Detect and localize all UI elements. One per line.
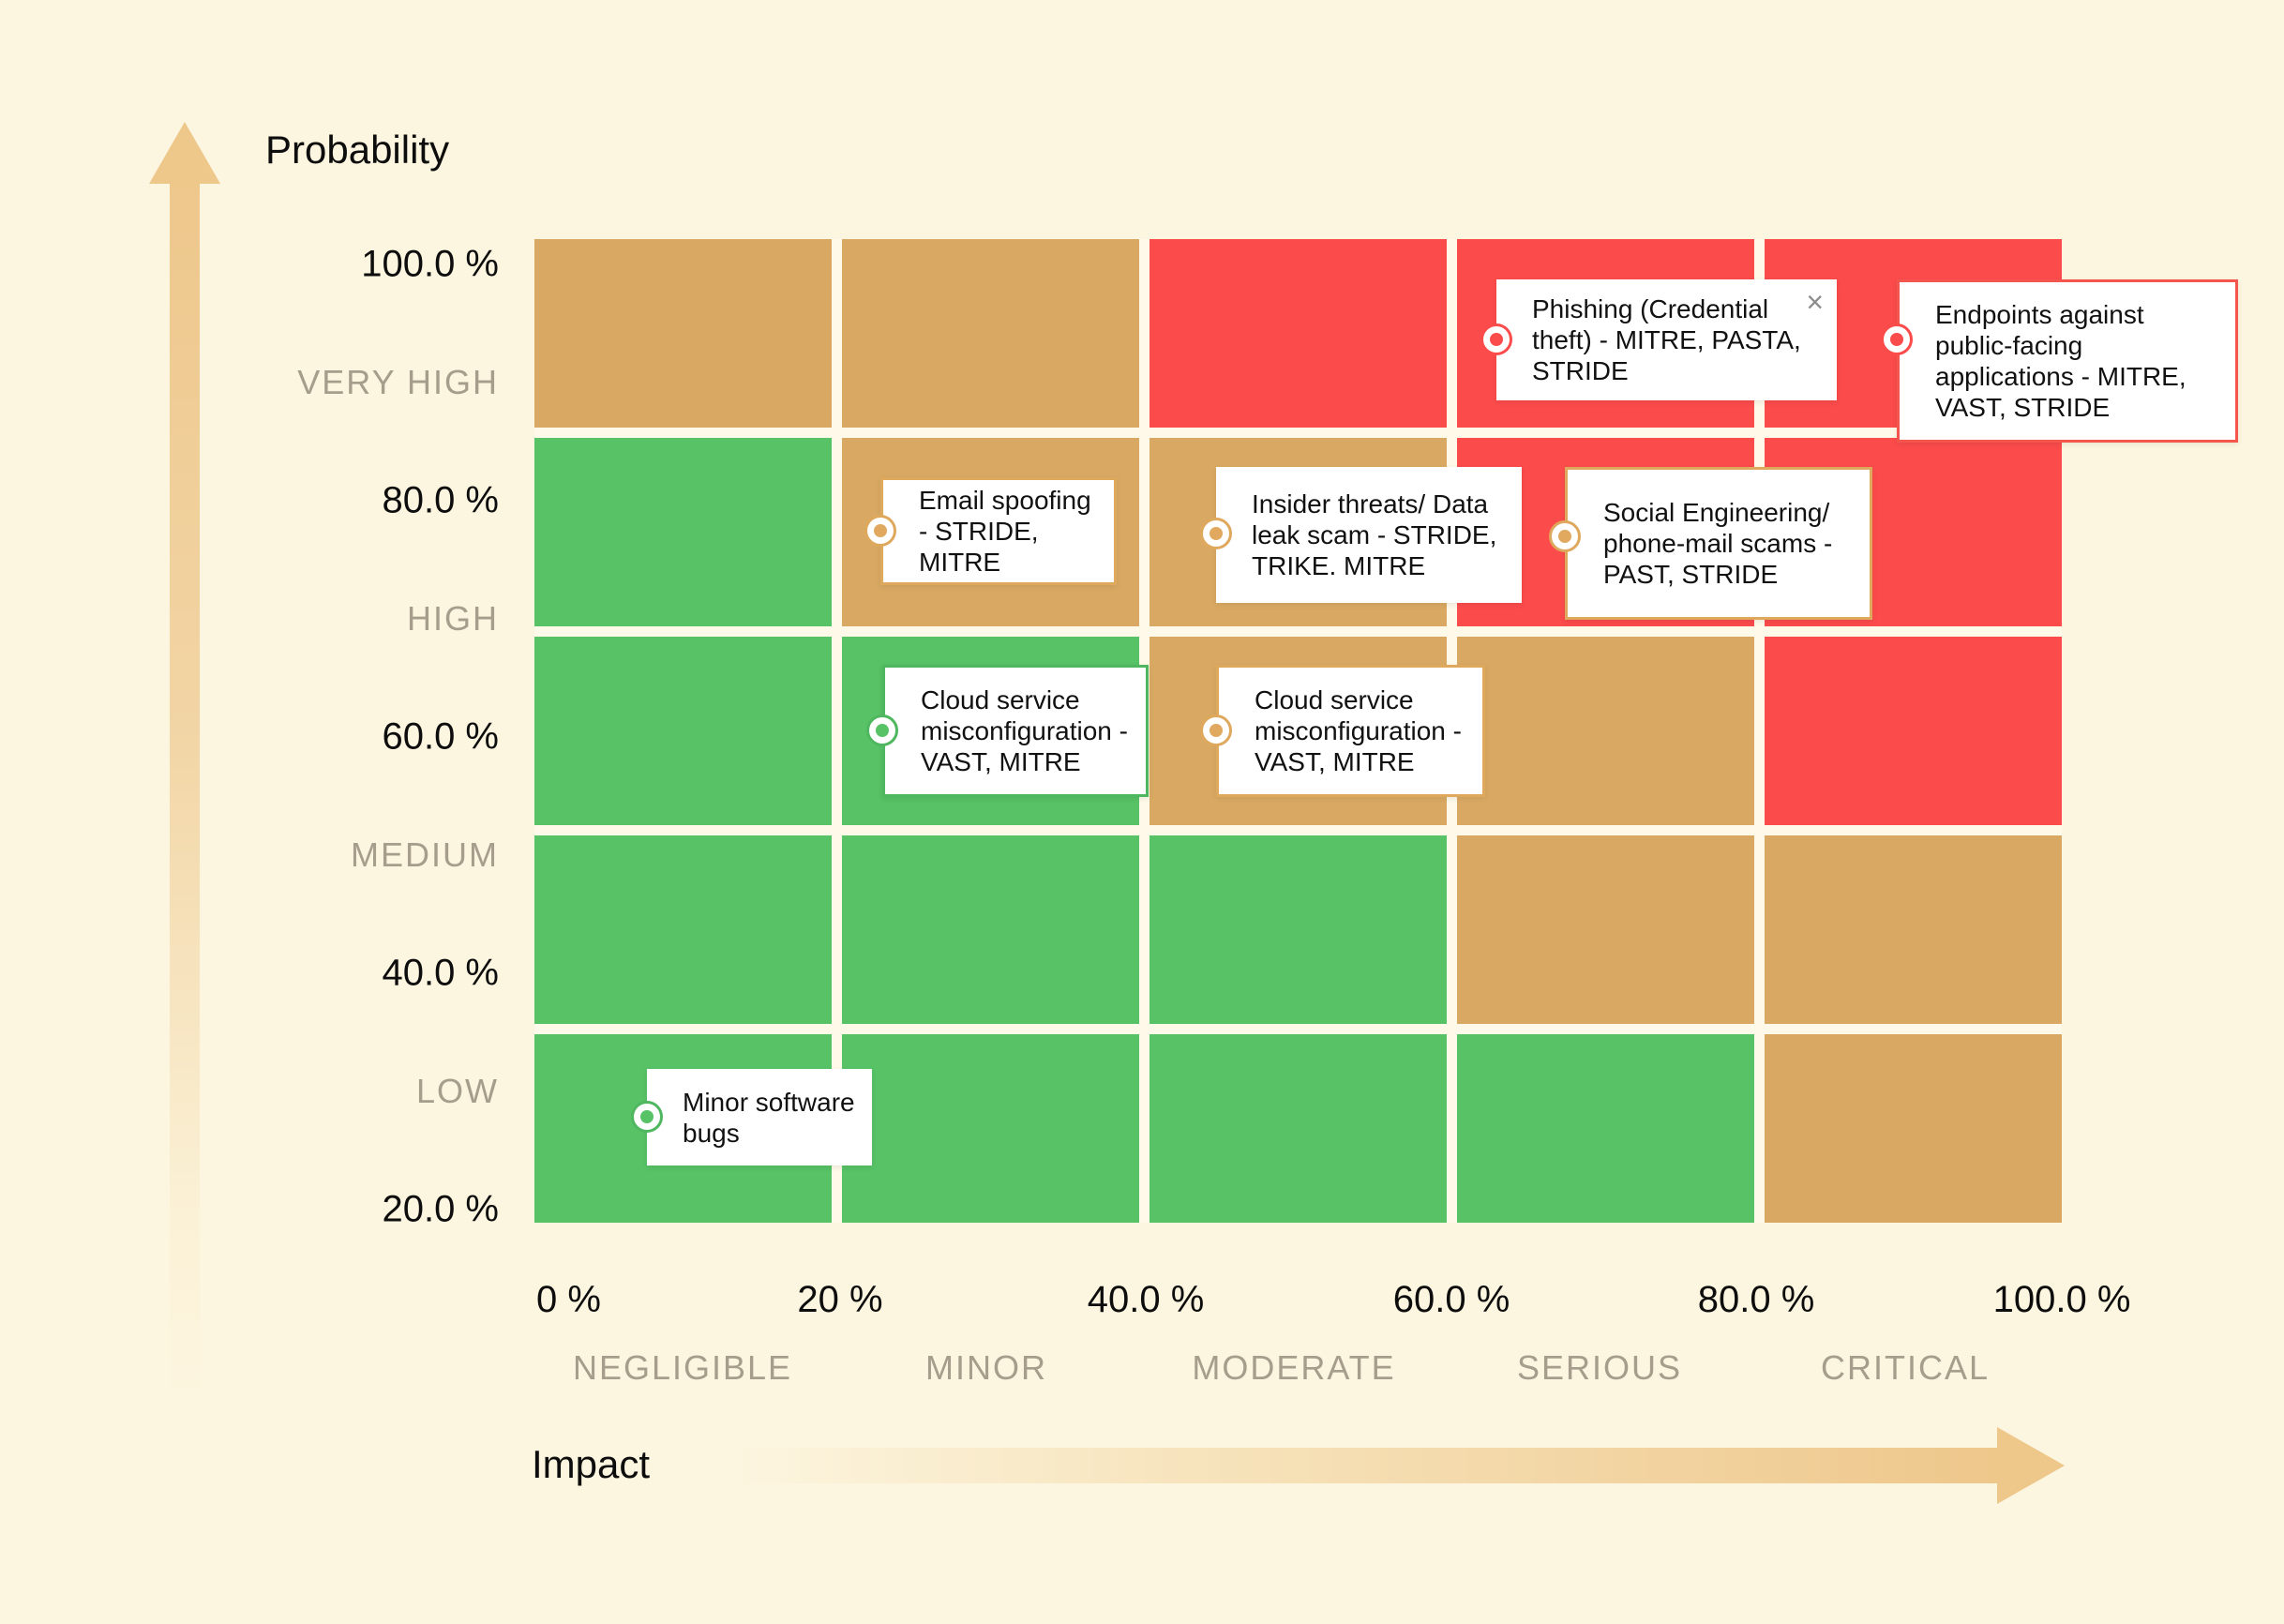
threat-tooltip-phishing[interactable]: Phishing (Credential theft) - MITRE, PAS… (1496, 279, 1837, 400)
threat-tooltip-email-spoofing[interactable]: Email spoofing - STRIDE, MITRE (880, 477, 1117, 585)
x-axis-tick-5: 100.0 % (1992, 1279, 2131, 1320)
threat-marker-email-spoofing[interactable] (864, 515, 896, 547)
y-axis-label-pct-8: 20.0 % (382, 1188, 499, 1230)
threat-tooltip-cloud-misconfig-minor[interactable]: Cloud service misconfiguration - VAST, M… (882, 665, 1149, 797)
threat-tooltip-insider-threats[interactable]: Insider threats/ Data leak scam - STRIDE… (1216, 467, 1522, 603)
marker-dot-icon (1558, 530, 1571, 543)
risk-cell-r5-c5-medium[interactable] (1765, 1034, 2062, 1223)
y-axis-title: Probability (265, 128, 450, 172)
risk-cell-r1-c1-medium[interactable] (534, 239, 832, 428)
marker-dot-icon (1210, 724, 1223, 737)
x-axis-category-2: MODERATE (1192, 1348, 1396, 1387)
y-axis-label-pct-0: 100.0 % (361, 243, 499, 285)
risk-cell-r4-c2-low[interactable] (842, 835, 1139, 1024)
marker-dot-icon (1210, 527, 1223, 540)
x-axis-tick-2: 40.0 % (1087, 1279, 1205, 1320)
y-axis-label-pct-4: 60.0 % (382, 715, 499, 758)
risk-cell-r4-c4-medium[interactable] (1457, 835, 1754, 1024)
threat-marker-phishing[interactable] (1480, 323, 1512, 355)
y-axis-label-cat-3: HIGH (407, 599, 499, 638)
threat-marker-cloud-misconfig-moderate[interactable] (1200, 714, 1232, 746)
impact-axis-arrow-shaft (739, 1448, 1997, 1483)
risk-cell-r3-c1-low[interactable] (534, 637, 832, 825)
marker-dot-icon (876, 724, 889, 737)
x-axis-tick-3: 60.0 % (1392, 1279, 1510, 1320)
probability-axis-arrow-shaft (170, 182, 200, 1397)
close-icon[interactable]: × (1806, 285, 1824, 319)
x-axis-title: Impact (532, 1442, 651, 1486)
risk-cell-r4-c3-low[interactable] (1150, 835, 1447, 1024)
y-axis-label-pct-6: 40.0 % (382, 952, 499, 994)
threat-tooltip-label: Phishing (Credential theft) - MITRE, PAS… (1532, 294, 1801, 385)
threat-tooltip-label: Social Engineering/ phone-mail scams - P… (1603, 498, 1833, 589)
y-axis-label-pct-2: 80.0 % (382, 479, 499, 521)
probability-axis-arrow-head-icon (149, 122, 220, 184)
risk-cell-r3-c5-high[interactable] (1765, 637, 2062, 825)
risk-cell-r5-c4-low[interactable] (1457, 1034, 1754, 1223)
y-axis-label-cat-1: VERY HIGH (297, 363, 499, 401)
threat-tooltip-label: Minor software bugs (683, 1087, 855, 1148)
impact-axis-arrow-head-icon (1997, 1427, 2065, 1504)
x-axis-category-3: SERIOUS (1516, 1348, 1683, 1387)
x-axis-category-1: MINOR (925, 1348, 1047, 1387)
marker-dot-icon (640, 1110, 654, 1123)
y-axis-label-cat-5: MEDIUM (351, 835, 499, 874)
threat-tooltip-endpoints[interactable]: Endpoints against public-facing applicat… (1897, 279, 2238, 443)
threat-marker-endpoints[interactable] (1881, 323, 1913, 355)
marker-dot-icon (1890, 333, 1903, 346)
x-axis-tick-0: 0 % (536, 1279, 601, 1320)
threat-marker-minor-software-bugs[interactable] (631, 1101, 663, 1133)
marker-dot-icon (874, 524, 887, 537)
risk-cell-r5-c2-low[interactable] (842, 1034, 1139, 1223)
y-axis-label-cat-7: LOW (415, 1072, 499, 1110)
threat-tooltip-label: Endpoints against public-facing applicat… (1935, 300, 2186, 422)
threat-tooltip-cloud-misconfig-moderate[interactable]: Cloud service misconfiguration - VAST, M… (1216, 665, 1485, 797)
x-axis-category-4: CRITICAL (1820, 1348, 1991, 1387)
risk-cell-r5-c3-low[interactable] (1150, 1034, 1447, 1223)
threat-marker-social-engineering[interactable] (1549, 520, 1581, 552)
threat-tooltip-label: Email spoofing - STRIDE, MITRE (919, 486, 1091, 577)
x-axis-tick-4: 80.0 % (1697, 1279, 1815, 1320)
x-axis-tick-1: 20 % (797, 1279, 883, 1320)
x-axis-category-0: NEGLIGIBLE (572, 1348, 793, 1387)
risk-cell-r3-c4-medium[interactable] (1457, 637, 1754, 825)
threat-marker-insider-threats[interactable] (1200, 518, 1232, 549)
threat-tooltip-minor-software-bugs[interactable]: Minor software bugs (647, 1069, 872, 1165)
risk-cell-r1-c3-high[interactable] (1150, 239, 1447, 428)
threat-tooltip-social-engineering[interactable]: Social Engineering/ phone-mail scams - P… (1565, 467, 1872, 620)
risk-cell-r4-c1-low[interactable] (534, 835, 832, 1024)
threat-tooltip-label: Cloud service misconfiguration - VAST, M… (921, 685, 1128, 776)
risk-cell-r2-c1-low[interactable] (534, 438, 832, 626)
threat-tooltip-label: Cloud service misconfiguration - VAST, M… (1255, 685, 1462, 776)
risk-cell-r4-c5-medium[interactable] (1765, 835, 2062, 1024)
threat-marker-cloud-misconfig-minor[interactable] (866, 714, 898, 746)
marker-dot-icon (1490, 333, 1503, 346)
risk-cell-r1-c2-medium[interactable] (842, 239, 1139, 428)
threat-tooltip-label: Insider threats/ Data leak scam - STRIDE… (1252, 489, 1497, 580)
